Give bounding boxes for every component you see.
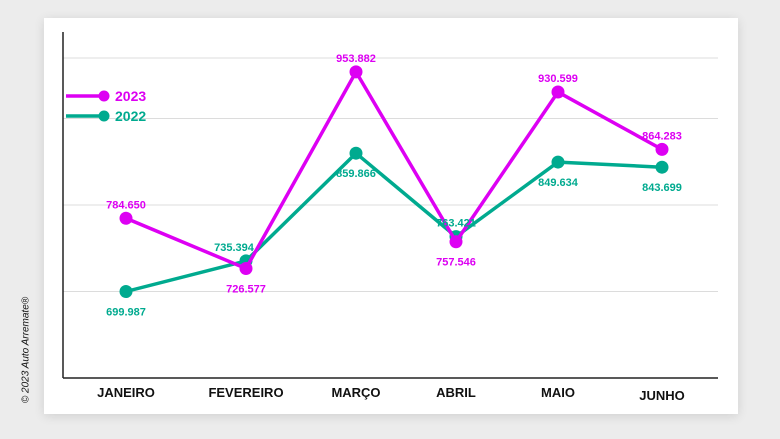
x-tick-label: JANEIRO [97,385,155,400]
legend-marker-2022 [98,110,110,122]
chart-card [44,18,738,414]
data-label-2023: 784.650 [106,199,146,211]
data-label-2022: 843.699 [642,182,682,194]
data-label-2022: 859.866 [336,168,376,180]
data-point-2023 [551,85,565,99]
legend-label-2023: 2023 [115,88,146,104]
series-line-2023 [125,70,663,271]
data-label-2023: 953.882 [336,53,376,65]
data-label-2022: 763.421 [436,218,476,230]
data-point-2023 [239,262,253,276]
data-label-2023: 864.283 [642,130,682,142]
data-point-2023 [449,235,463,249]
x-tick-label: MARÇO [331,385,380,400]
data-label-2022: 735.394 [214,242,255,254]
data-point-2022 [119,285,133,299]
x-tick-label: FEVEREIRO [208,385,283,400]
data-point-2022 [349,146,363,160]
legend-marker-2023 [98,90,110,102]
data-label-2022: 849.634 [538,177,579,189]
data-label-2022: 699.987 [106,307,146,319]
data-label-2023: 757.546 [436,257,476,269]
data-point-2023 [119,211,133,225]
x-tick-label: ABRIL [436,385,476,400]
data-point-2023 [655,142,669,156]
data-label-2023: 930.599 [538,73,578,85]
legend-label-2022: 2022 [115,108,146,124]
series-line-2022 [125,151,663,294]
x-tick-label: MAIO [541,385,575,400]
data-point-2022 [551,155,565,169]
x-tick-label: JUNHO [639,388,685,403]
data-point-2023 [349,65,363,79]
data-label-2023: 726.577 [226,284,266,296]
data-point-2022 [655,160,669,174]
